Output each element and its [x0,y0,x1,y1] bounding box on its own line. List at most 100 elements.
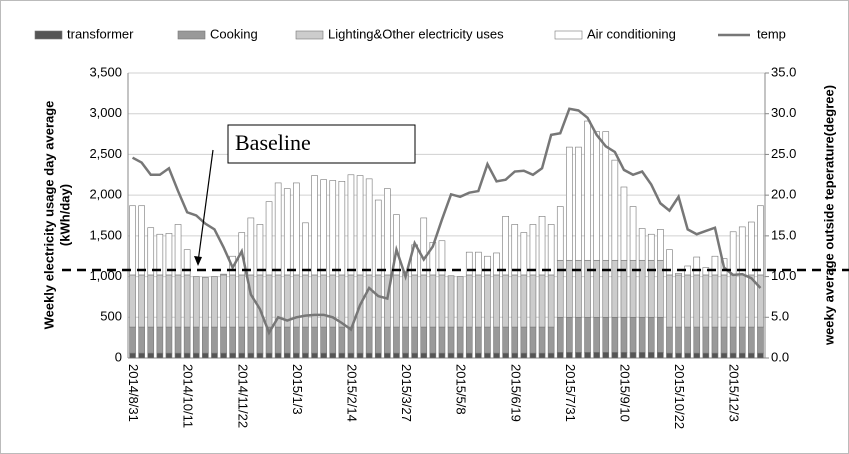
bar-segment [566,351,573,359]
bar-segment [720,352,728,359]
bar-segment [183,274,191,328]
bar-segment [211,276,218,328]
bar-segment [484,255,491,276]
bar-segment [475,352,482,359]
bar-segment [729,326,737,354]
bar-segment [729,274,737,328]
bar-segment [147,274,155,328]
bar-segment [402,352,409,359]
x-tick-label: 2015/10/22 [672,364,687,429]
bar-segment [265,352,273,359]
bar-segment [156,326,164,354]
bar-segment [265,274,273,328]
y-tick-label: 2,000 [89,187,122,202]
bar-segment [402,326,409,354]
bar-segment [174,326,182,354]
bar-segment [174,352,182,359]
bar-segment [438,352,446,359]
bar-segment [293,182,300,276]
bar-segment [129,326,136,354]
bar-segment [402,274,409,328]
bar-segment [283,352,291,359]
x-tick-label: 2015/9/10 [618,364,633,422]
bar-segment [320,274,327,328]
bar-segment [657,316,664,353]
bar-segment [611,159,619,261]
annotation-box [227,124,416,164]
bar-segment [192,352,200,359]
legend-swatch [177,30,206,40]
bar-segment [666,326,673,354]
bar-segment [302,326,309,354]
bar-segment [384,352,391,359]
bar-segment [238,274,246,328]
bar-segment [475,251,482,276]
bar-segment [393,326,400,354]
bar-segment [657,351,664,359]
bar-segment [320,179,327,276]
bar-segment [657,229,664,261]
bar-segment [465,251,473,276]
bar-segment [584,351,591,359]
bar-segment [666,274,673,328]
bar-segment [347,274,355,328]
bar-segment [438,326,446,354]
bar-segment [211,352,218,359]
bar-segment [420,352,428,359]
bar-segment [311,352,318,359]
bar-segment [620,351,628,359]
bar-segment [447,326,455,354]
y-tick-label: 3,000 [89,105,122,120]
bar-segment [720,326,728,354]
bar-segment [493,274,500,328]
bar-segment [484,274,491,328]
bar-segment [447,275,455,328]
bar-segment [738,352,746,359]
x-tick-label: 2015/5/8 [454,364,469,415]
bar-segment [229,274,236,328]
bar-segment [638,228,646,261]
bar-segment [220,273,227,276]
bar-segment [429,326,437,354]
bar-segment [493,326,500,354]
bar-segment [211,326,218,354]
bar-segment [356,175,364,276]
bar-segment [420,326,428,354]
y-axis-label: Weekly electricity usage day average [41,101,56,330]
bar-segment [329,352,337,359]
arrow-head [194,256,202,267]
bar-segment [256,352,264,359]
bar-segment [365,352,373,359]
bar-segment [429,242,437,276]
bar-segment [556,316,564,353]
bar-segment [283,326,291,354]
x-tick-label: 2014/11/22 [235,364,250,428]
bar-segment [429,274,437,328]
bar-segment [338,274,346,328]
bar-segment [711,255,719,276]
bar-segment [538,216,546,276]
x-tick-label: 2015/2/14 [345,364,360,422]
bar-segment [511,326,519,354]
legend-label: temp [757,26,786,41]
bar-segment [202,326,209,354]
bar-segment [520,352,528,359]
x-tick-label: 2015/7/31 [563,364,578,422]
bar-segment [484,326,491,354]
legend-swatch [295,30,324,40]
bar-segment [274,182,282,276]
annotation-arrow [197,149,214,263]
bar-segment [647,351,655,359]
bar-segment [538,326,546,354]
bar-segment [192,276,200,328]
y2-tick-label: 25.0 [771,146,796,161]
legend-label: Cooking [210,26,258,41]
y2-tick-label: 15.0 [771,227,796,242]
bar-segment [720,274,728,328]
bar-segment [547,274,555,328]
bar-segment [247,326,255,354]
bar-segment [575,316,582,353]
bar-segment [347,352,355,359]
bar-segment [602,316,610,353]
bar-segment [693,274,701,328]
